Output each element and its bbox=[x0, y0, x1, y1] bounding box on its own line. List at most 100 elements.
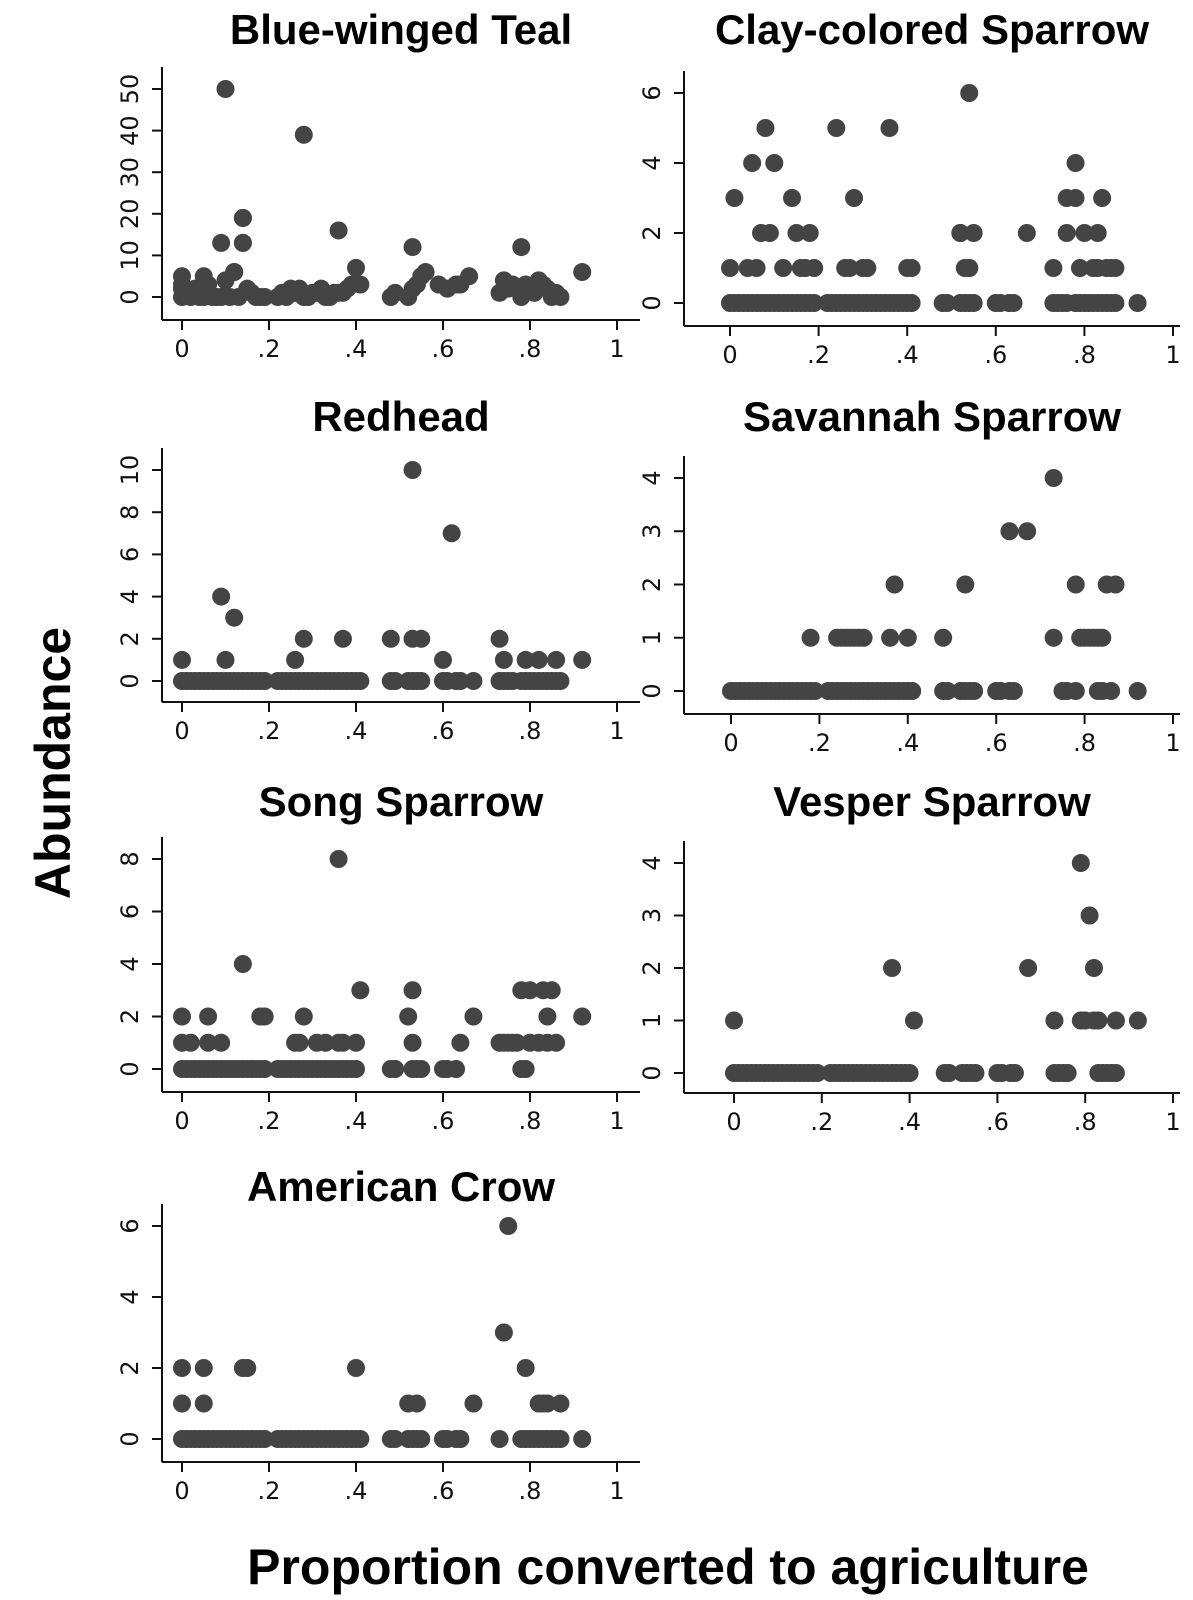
data-point bbox=[194, 1359, 213, 1377]
data-point bbox=[512, 238, 531, 257]
data-point bbox=[212, 587, 231, 606]
data-point bbox=[199, 1033, 218, 1052]
data-point bbox=[351, 672, 370, 690]
data-point bbox=[386, 1430, 405, 1448]
y-tick-label: 1 bbox=[638, 630, 666, 645]
data-point bbox=[765, 154, 784, 172]
x-tick-label: .4 bbox=[345, 1107, 368, 1135]
data-point bbox=[573, 1007, 592, 1026]
x-tick-label: 0 bbox=[174, 1477, 189, 1505]
data-point bbox=[964, 294, 983, 312]
y-tick-label: 2 bbox=[638, 577, 666, 592]
data-point bbox=[351, 1430, 370, 1448]
data-point bbox=[1005, 1064, 1024, 1082]
data-point bbox=[1004, 294, 1023, 312]
data-point bbox=[904, 1011, 923, 1030]
data-point bbox=[551, 672, 570, 690]
data-point bbox=[294, 125, 313, 144]
y-tick-label: 4 bbox=[638, 155, 666, 170]
data-point bbox=[1066, 154, 1085, 172]
data-point bbox=[403, 461, 422, 479]
x-tick-label: .2 bbox=[808, 729, 831, 757]
data-point bbox=[194, 1394, 213, 1413]
data-point bbox=[854, 628, 873, 647]
data-point bbox=[1070, 259, 1089, 277]
x-tick-label: 0 bbox=[174, 1107, 189, 1135]
data-point bbox=[447, 1060, 466, 1078]
data-point bbox=[1106, 294, 1125, 312]
data-point bbox=[451, 1430, 470, 1448]
x-tick-label: .2 bbox=[258, 717, 281, 745]
data-point bbox=[1080, 906, 1099, 925]
data-point bbox=[464, 1394, 483, 1413]
data-point bbox=[1106, 1011, 1125, 1030]
data-point bbox=[212, 1033, 231, 1052]
y-tick-label: 2 bbox=[638, 960, 666, 975]
y-tick-label: 0 bbox=[116, 673, 144, 688]
x-tick-label: .6 bbox=[986, 1108, 1009, 1136]
data-point bbox=[347, 1033, 365, 1052]
data-point bbox=[756, 119, 775, 137]
panel-title: Clay-colored Sparrow bbox=[715, 6, 1149, 53]
data-point bbox=[490, 629, 509, 648]
data-point bbox=[960, 84, 979, 102]
y-tick-label: 4 bbox=[638, 855, 666, 870]
data-point bbox=[902, 259, 921, 277]
data-point bbox=[1057, 189, 1076, 207]
panel-title: Savannah Sparrow bbox=[743, 393, 1121, 440]
data-point bbox=[725, 189, 744, 207]
x-tick-label: 1 bbox=[609, 1107, 624, 1135]
data-point bbox=[1102, 682, 1121, 700]
y-tick-label: 30 bbox=[116, 157, 144, 188]
data-point bbox=[1017, 224, 1036, 242]
data-point bbox=[538, 1394, 557, 1413]
panel-5: Song Sparrow 0 2 4 6 8 0 .2 .4 .6 .8 1 bbox=[116, 778, 640, 1135]
panel-title: Redhead bbox=[312, 393, 489, 440]
data-point bbox=[760, 224, 779, 242]
data-point bbox=[416, 263, 435, 282]
data-point bbox=[238, 1359, 257, 1377]
data-point bbox=[216, 80, 235, 98]
x-tick-label: 1 bbox=[1165, 1108, 1180, 1136]
x-tick-label: 0 bbox=[723, 729, 738, 757]
data-point bbox=[181, 1033, 200, 1052]
data-point bbox=[1018, 522, 1037, 541]
data-point bbox=[938, 294, 957, 312]
data-point bbox=[1071, 854, 1090, 872]
x-tick-label: .8 bbox=[1073, 341, 1096, 369]
data-point bbox=[255, 672, 274, 690]
data-point bbox=[255, 1430, 274, 1448]
data-point bbox=[490, 1430, 509, 1448]
data-point bbox=[494, 650, 513, 669]
data-point bbox=[521, 981, 539, 1000]
data-point bbox=[412, 629, 431, 648]
data-point bbox=[951, 224, 970, 242]
x-tick-label: .2 bbox=[810, 1108, 833, 1136]
data-point bbox=[225, 263, 244, 282]
data-point bbox=[542, 981, 561, 1000]
data-point bbox=[347, 1060, 365, 1078]
data-point bbox=[255, 1007, 274, 1026]
y-tick-label: 8 bbox=[116, 505, 144, 520]
x-tick-label: .8 bbox=[519, 717, 542, 745]
data-point bbox=[964, 224, 983, 242]
data-point bbox=[902, 294, 921, 312]
data-point bbox=[225, 608, 244, 627]
x-tick-label: .4 bbox=[896, 341, 919, 369]
y-tick-label: 1 bbox=[638, 1013, 666, 1028]
data-point bbox=[960, 259, 979, 277]
y-tick-label: 6 bbox=[116, 1218, 144, 1233]
data-point bbox=[1075, 224, 1094, 242]
data-point bbox=[1106, 1064, 1125, 1082]
data-point bbox=[173, 1007, 191, 1026]
data-point bbox=[573, 1430, 592, 1448]
data-point bbox=[1044, 628, 1063, 647]
data-point bbox=[900, 1064, 919, 1082]
data-point bbox=[1128, 294, 1147, 312]
y-tick-label: 50 bbox=[116, 74, 144, 105]
data-point bbox=[1066, 682, 1085, 700]
data-point bbox=[386, 1060, 405, 1078]
data-point bbox=[255, 288, 274, 306]
data-point bbox=[934, 628, 953, 647]
data-point bbox=[451, 672, 470, 690]
